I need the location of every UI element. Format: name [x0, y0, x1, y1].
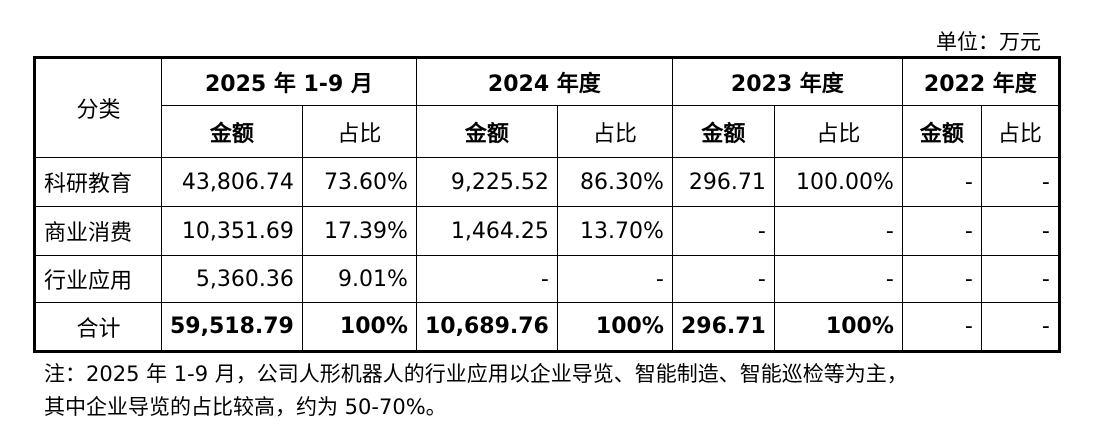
data-table: 分类 2025 年 1-9 月 2024 年度 2023 年度 2022 年度 金额 占比金…: [33, 56, 1061, 353]
table-cell: 5,360.36: [161, 255, 303, 303]
data-row: 合计 59,518.79 100% 10,689.76 100% 296.71 100% - -: [34, 302, 1060, 352]
table-cell: 9,225.52: [415, 157, 558, 207]
table-cell: -: [901, 302, 982, 352]
table-cell: 2023 年度: [671, 57, 903, 106]
table-cell: 金额: [671, 105, 775, 158]
table-cell: -: [671, 206, 775, 256]
data-row: 科研教育 43,806.74 73.60% 9,225.52 86.30% 296.71 1…: [34, 157, 1060, 207]
table-cell: 43,806.74: [161, 157, 303, 207]
table-cell: 73.60%: [301, 157, 417, 207]
table-body: 分类 2025 年 1-9 月 2024 年度 2023 年度 2022 年度 金额 占比金…: [34, 57, 1060, 352]
note-line: 注：2025 年 1-9 月，公司人形机器人的行业应用以企业导览、智能制造、智能…: [44, 362, 908, 386]
table-cell: 9.01%: [301, 255, 417, 303]
table-cell: -: [671, 255, 775, 303]
table-cell: 金额: [161, 105, 303, 158]
table-cell: -: [901, 206, 982, 256]
table-cell: -: [980, 255, 1060, 303]
table-cell: -: [901, 157, 982, 207]
table-cell: 100%: [301, 302, 417, 352]
table-cell: 100%: [773, 302, 903, 352]
note-line: 其中企业导览的占比较高，约为 50-70%。: [44, 395, 447, 419]
table-cell: 科研教育: [34, 157, 162, 207]
table-cell: 金额: [415, 105, 558, 158]
table-cell: 86.30%: [556, 157, 673, 207]
table-cell: 行业应用: [34, 255, 162, 303]
table-cell: 商业消费: [34, 206, 162, 256]
table-cell: -: [556, 255, 673, 303]
table-cell: 17.39%: [301, 206, 417, 256]
table-cell: 分类: [34, 57, 162, 158]
table-cell: 占比: [556, 105, 673, 158]
table-cell: -: [415, 255, 558, 303]
table-cell: 1,464.25: [415, 206, 558, 256]
table-cell: 占比: [301, 105, 417, 158]
table-cell: -: [901, 255, 982, 303]
table-cell: 59,518.79: [161, 302, 303, 352]
table-cell: -: [773, 255, 903, 303]
table-cell: 10,351.69: [161, 206, 303, 256]
table-cell: 占比: [773, 105, 903, 158]
table-cell: 100%: [556, 302, 673, 352]
table-cell: 2022 年度: [901, 57, 1060, 106]
table-cell: -: [980, 302, 1060, 352]
table-cell: 296.71: [671, 302, 775, 352]
data-row: 行业应用 5,360.36 9.01% - - - - - -: [34, 255, 1060, 303]
table-cell: -: [980, 206, 1060, 256]
header-row: 分类 2025 年 1-9 月 2024 年度 2023 年度 2022 年度: [34, 57, 1060, 158]
unit-label: 单位：万元: [936, 30, 1041, 54]
table-cell: 10,689.76: [415, 302, 558, 352]
data-row: 商业消费 10,351.69 17.39% 1,464.25 13.70% - - - -: [34, 206, 1060, 256]
table-cell: -: [773, 206, 903, 256]
table-cell: 合计: [34, 302, 162, 352]
table-cell: 占比: [980, 105, 1060, 158]
table-cell: 100.00%: [773, 157, 903, 207]
table-cell: 金额: [901, 105, 982, 158]
table-cell: 296.71: [671, 157, 775, 207]
table-cell: 2024 年度: [415, 57, 673, 106]
table-cell: 13.70%: [556, 206, 673, 256]
subheader-row: 金额 占比 金额 占比 金额 占比 金额 占比: [35, 105, 1060, 158]
table-cell: -: [980, 157, 1060, 207]
table-cell: 2025 年 1-9 月: [161, 57, 417, 106]
